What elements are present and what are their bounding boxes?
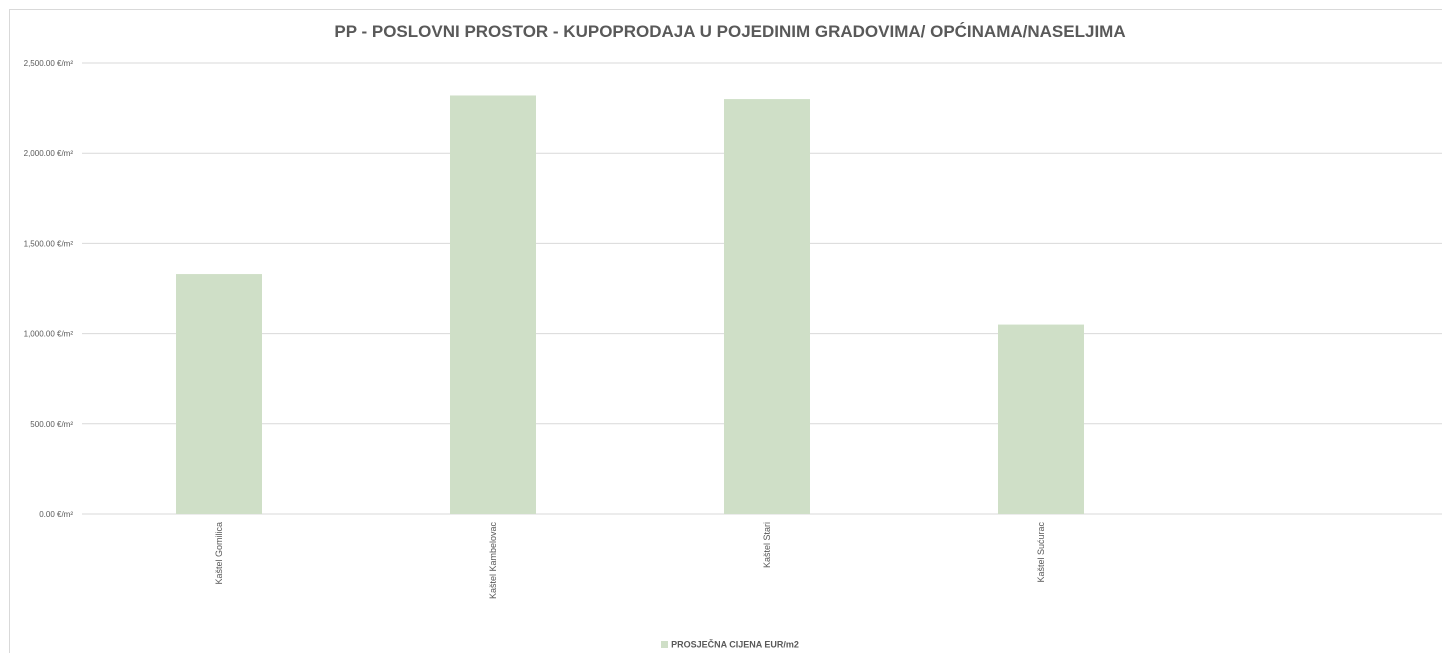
x-tick-label: Kaštel Kambelovac [488,522,498,600]
y-tick-label: 2,000.00 €/m² [24,149,74,158]
x-tick-label: Kaštel Gomilica [214,522,224,585]
chart-title: PP - POSLOVNI PROSTOR - KUPOPRODAJA U PO… [334,22,1126,41]
y-tick-label: 1,000.00 €/m² [24,330,74,339]
y-axis-tick-labels: 0.00 €/m² 500.00 €/m² 1,000.00 €/m² 1,500.0… [24,59,74,519]
x-axis-tick-labels: Kaštel Gomilica Kaštel Kambelovac Kaštel S… [214,522,1046,600]
bar [724,99,810,514]
chart-frame [9,9,1442,653]
x-tick-label: Kaštel Stari [762,522,772,568]
y-tick-label: 1,500.00 €/m² [24,239,74,248]
bar [176,274,262,514]
y-tick-label: 500.00 €/m² [30,420,73,429]
legend: PROSJEČNA CIJENA EUR/m2 [0,639,1442,650]
legend-label: PROSJEČNA CIJENA EUR/m2 [671,639,799,650]
bar [998,324,1084,514]
x-tick-label: Kaštel Sućurac [1036,522,1046,583]
bars [176,95,1084,515]
y-tick-label: 2,500.00 €/m² [24,59,74,68]
legend-swatch [661,641,669,649]
bar [450,95,536,515]
y-tick-label: 0.00 €/m² [39,510,73,519]
